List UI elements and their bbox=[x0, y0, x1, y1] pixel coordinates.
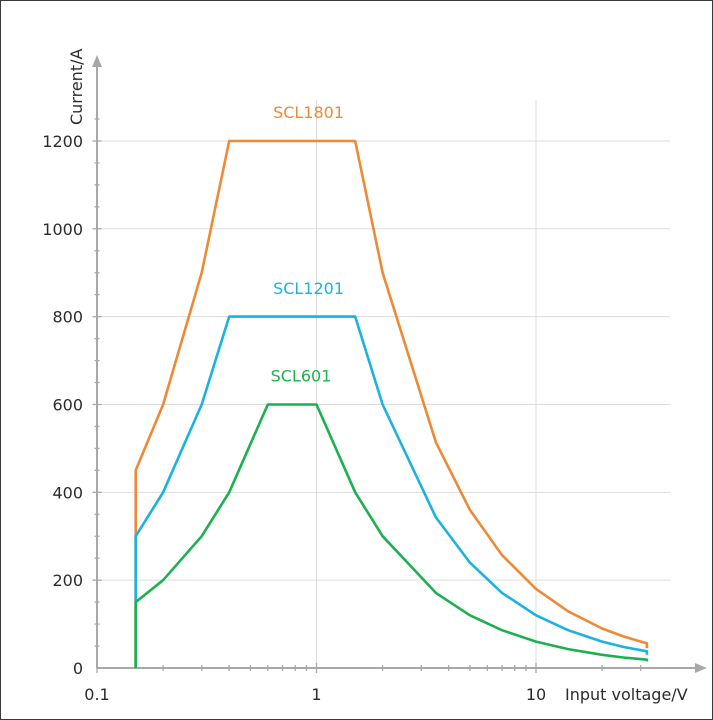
tick-labels: 0 200 400 600 800 1000 1200 0.1 1 10 bbox=[42, 132, 546, 704]
y-tick-label: 1200 bbox=[42, 132, 83, 151]
x-tick-label: 10 bbox=[526, 685, 546, 704]
x-tick-label: 1 bbox=[311, 685, 321, 704]
series-label: SCL601 bbox=[271, 367, 332, 386]
series-lines bbox=[134, 139, 649, 668]
y-tick-label: 0 bbox=[73, 659, 83, 678]
series-line-scl1201 bbox=[134, 315, 649, 668]
axes bbox=[92, 55, 707, 673]
y-tick-label: 600 bbox=[52, 395, 83, 414]
grid-lines bbox=[97, 100, 670, 668]
y-tick-label: 800 bbox=[52, 308, 83, 327]
series-label: SCL1201 bbox=[273, 279, 344, 298]
series-label: SCL1801 bbox=[273, 103, 344, 122]
series-line-scl601 bbox=[134, 403, 649, 668]
x-tick-label: 0.1 bbox=[84, 685, 109, 704]
x-axis-title: Input voltage/V bbox=[565, 685, 688, 704]
x-axis-arrow bbox=[695, 663, 707, 673]
y-axis-arrow bbox=[92, 55, 102, 67]
series-annotations: SCL1801 SCL1201 SCL601 bbox=[271, 103, 344, 386]
y-tick-label: 200 bbox=[52, 571, 83, 590]
y-axis-title: Current/A bbox=[67, 49, 86, 125]
y-tick-label: 400 bbox=[52, 483, 83, 502]
series-line-scl1801 bbox=[134, 139, 649, 668]
y-tick-label: 1000 bbox=[42, 220, 83, 239]
